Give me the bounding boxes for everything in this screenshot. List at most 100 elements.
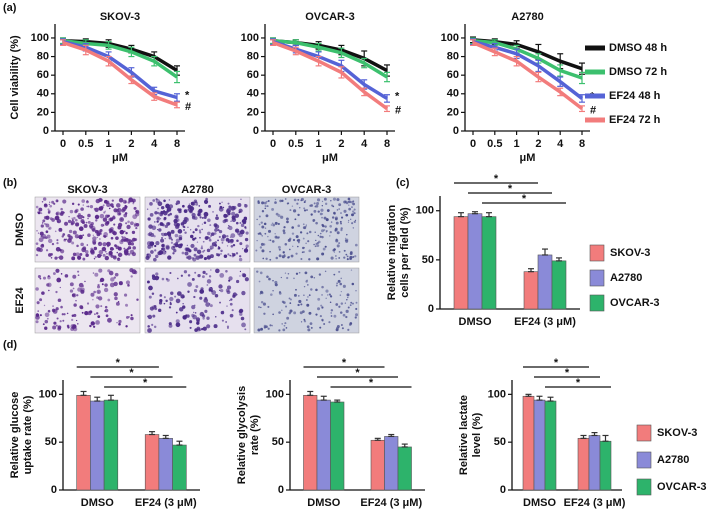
cell (130, 275, 133, 278)
cell (287, 202, 290, 204)
cell (102, 217, 108, 222)
cell (187, 274, 191, 277)
cell (221, 241, 224, 244)
cell (151, 274, 156, 278)
y-tick-label: 100 (488, 388, 506, 400)
cell (102, 204, 105, 207)
cell (199, 296, 203, 300)
cell (307, 240, 310, 243)
cell (134, 212, 140, 217)
cell (77, 212, 81, 216)
cell (289, 298, 292, 301)
cell (308, 311, 312, 315)
cell (351, 206, 353, 209)
cell (329, 230, 332, 234)
cell (81, 247, 87, 253)
cell (259, 271, 263, 275)
cell (169, 302, 172, 306)
cell (218, 284, 223, 289)
cell (161, 237, 163, 239)
cell (293, 311, 297, 315)
cell (150, 243, 153, 247)
cell (323, 229, 326, 232)
cell (206, 324, 211, 329)
cell (329, 225, 332, 228)
cell (350, 269, 353, 271)
bar (522, 395, 535, 491)
cell (202, 317, 205, 320)
cell (169, 296, 174, 302)
cell (203, 215, 207, 219)
cell (320, 304, 323, 307)
cell (127, 220, 130, 224)
cell (56, 277, 62, 283)
cell (302, 237, 305, 240)
cell (197, 224, 200, 228)
cell (207, 231, 211, 236)
cell (160, 205, 165, 210)
cell (72, 274, 77, 279)
cell (316, 198, 321, 202)
cell (218, 246, 221, 250)
cell (303, 285, 306, 288)
cell (131, 230, 136, 235)
cell (130, 221, 134, 226)
cell (338, 305, 341, 308)
cell (286, 217, 289, 221)
cell (77, 274, 80, 277)
cell (48, 289, 50, 292)
cell (291, 205, 294, 207)
cell (37, 310, 39, 312)
cell (93, 258, 96, 260)
cell (321, 200, 324, 203)
cell (280, 276, 283, 279)
cell (147, 217, 151, 221)
cell (261, 235, 263, 237)
cell (236, 239, 239, 242)
cell (288, 297, 291, 300)
panel-label: (c) (396, 177, 410, 189)
cell (338, 203, 342, 207)
cell (202, 250, 205, 253)
cell (351, 222, 354, 225)
bar (370, 439, 385, 491)
cell (284, 322, 287, 325)
cell (227, 202, 230, 205)
cell (220, 289, 224, 293)
cell (169, 212, 172, 216)
cell (104, 255, 110, 261)
cell (349, 304, 352, 307)
cell (116, 211, 122, 216)
cell (37, 211, 41, 215)
cell (130, 316, 134, 321)
cell (64, 238, 66, 241)
cell (153, 325, 157, 329)
cell (154, 244, 157, 248)
cell (146, 280, 150, 284)
cell (324, 245, 327, 248)
cell (317, 234, 320, 237)
cell (277, 245, 281, 249)
cell (333, 212, 336, 215)
cell (182, 225, 185, 228)
cell (260, 291, 264, 295)
cell (244, 328, 247, 331)
cell (230, 233, 236, 239)
cell (66, 312, 69, 315)
cell (256, 239, 258, 242)
cell (85, 221, 88, 224)
cell (160, 210, 164, 215)
cell (261, 201, 265, 205)
cell (239, 242, 243, 246)
cell (228, 279, 231, 282)
cell (233, 218, 235, 221)
cell (215, 316, 217, 318)
cell (347, 221, 350, 223)
cell (97, 315, 101, 318)
cell (55, 324, 58, 327)
cell (329, 295, 333, 298)
x-tick-label: 2 (535, 138, 541, 150)
cell (232, 205, 237, 210)
cell (184, 231, 187, 234)
cell (98, 268, 103, 273)
